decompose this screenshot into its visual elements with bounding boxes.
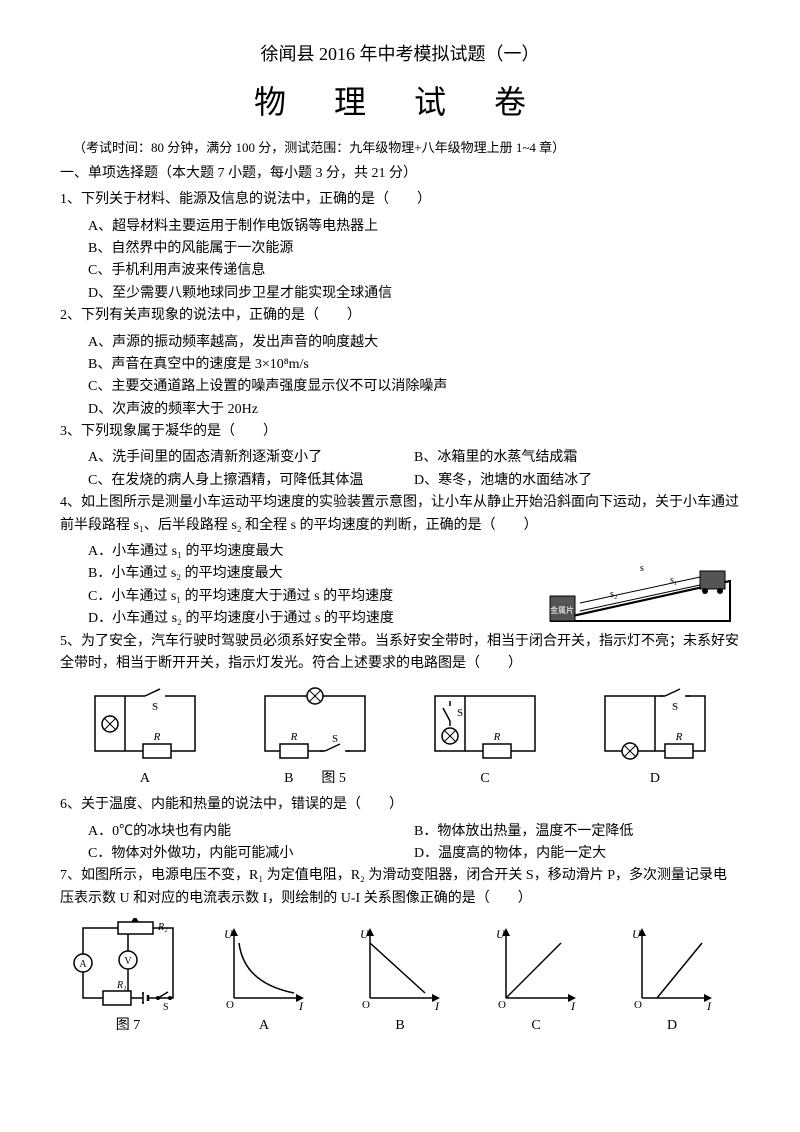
q2-opt-d: D、次声波的频率大于 20Hz bbox=[88, 399, 740, 421]
svg-text:R: R bbox=[675, 731, 683, 743]
svg-text:U: U bbox=[632, 928, 642, 941]
q2-opt-c: C、主要交通道路上设置的噪声强度显示仪不可以消除噪声 bbox=[88, 376, 740, 398]
svg-text:O: O bbox=[634, 999, 642, 1011]
q1-options: A、超导材料主要运用于制作电饭锅等电热器上 B、自然界中的风能属于一次能源 C、… bbox=[60, 216, 740, 306]
svg-text:O: O bbox=[362, 999, 370, 1011]
svg-text:s: s bbox=[640, 563, 644, 574]
q5-stem: 5、为了安全，汽车行驶时驾驶员必须系好安全带。当系好安全带时，相当于闭合开关，指… bbox=[60, 631, 740, 676]
q3-opt-a: A、洗手间里的固态清新剂逐渐变小了 bbox=[88, 447, 414, 469]
svg-text:U: U bbox=[360, 928, 370, 941]
q5-circuit-a: S R A bbox=[67, 686, 223, 790]
q1-opt-d: D、至少需要八颗地球同步卫星才能实现全球通信 bbox=[88, 283, 740, 305]
q4-figure: 金属片 s₂ s₁ s bbox=[540, 541, 740, 631]
q1-opt-b: B、自然界中的风能属于一次能源 bbox=[88, 238, 740, 260]
q7-graph-d: U I O D bbox=[607, 928, 736, 1037]
section1-header: 一、单项选择题（本大题 7 小题，每小题 3 分，共 21 分） bbox=[60, 163, 740, 185]
q4-fig-label: 金属片 bbox=[550, 605, 574, 615]
svg-text:S: S bbox=[672, 701, 678, 713]
exam-title-sub: 物 理 试 卷 bbox=[60, 77, 740, 128]
svg-text:R: R bbox=[290, 731, 298, 743]
q7-label-b: B bbox=[335, 1015, 464, 1037]
svg-text:O: O bbox=[226, 999, 234, 1011]
q7-fig-label: 图 7 bbox=[63, 1015, 192, 1037]
q4-options: A．小车通过 s₁ 的平均速度最大 B．小车通过 s₂ 的平均速度最大 C．小车… bbox=[60, 541, 540, 631]
svg-text:s₂: s₂ bbox=[610, 589, 617, 600]
q4-opt-b: B．小车通过 s₂ 的平均速度最大 bbox=[88, 563, 540, 585]
exam-info: （考试时间：80 分钟，满分 100 分，测试范围：九年级物理+八年级物理上册 … bbox=[60, 138, 740, 159]
q2-stem: 2、下列有关声现象的说法中，正确的是（ ） bbox=[60, 305, 740, 327]
svg-text:I: I bbox=[298, 999, 304, 1013]
q5-label-c: C bbox=[407, 768, 563, 790]
q4-opt-d: D．小车通过 s₂ 的平均速度小于通过 s 的平均速度 bbox=[88, 608, 540, 630]
q2-opt-a: A、声源的振动频率越高，发出声音的响度越大 bbox=[88, 332, 740, 354]
svg-text:U: U bbox=[224, 928, 234, 941]
q7-graph-c: U I O C bbox=[471, 928, 600, 1037]
q6-opt-c: C．物体对外做功，内能可能减小 bbox=[88, 843, 414, 865]
q7-label-d: D bbox=[607, 1015, 736, 1037]
q5-label-a: A bbox=[67, 768, 223, 790]
svg-text:R₂: R₂ bbox=[157, 922, 168, 933]
q5-circuit-c: S R C bbox=[407, 686, 563, 790]
q3-opt-c: C、在发烧的病人身上擦酒精，可降低其体温 bbox=[88, 470, 414, 492]
q4-stem: 4、如上图所示是测量小车运动平均速度的实验装置示意图，让小车从静止开始沿斜面向下… bbox=[60, 492, 740, 537]
q3-options: A、洗手间里的固态清新剂逐渐变小了 B、冰箱里的水蒸气结成霜 C、在发烧的病人身… bbox=[60, 447, 740, 492]
svg-text:S: S bbox=[152, 701, 158, 713]
q5-label-b: B bbox=[284, 771, 293, 786]
svg-text:S: S bbox=[457, 707, 463, 719]
q5-circuit-d: S R D bbox=[577, 686, 733, 790]
svg-text:R: R bbox=[153, 731, 161, 743]
q1-stem: 1、下列关于材料、能源及信息的说法中，正确的是（ ） bbox=[60, 189, 740, 211]
q3-stem: 3、下列现象属于凝华的是（ ） bbox=[60, 421, 740, 443]
svg-text:R₁: R₁ bbox=[116, 980, 127, 991]
svg-text:s₁: s₁ bbox=[670, 575, 677, 586]
q2-options: A、声源的振动频率越高，发出声音的响度越大 B、声音在真空中的速度是 3×10⁸… bbox=[60, 332, 740, 422]
q6-opt-b: B．物体放出热量，温度不一定降低 bbox=[414, 821, 740, 843]
q7-figures: P R₂ A V R₁ S 图 7 bbox=[60, 918, 740, 1037]
svg-text:I: I bbox=[434, 999, 440, 1013]
svg-text:I: I bbox=[706, 999, 712, 1013]
svg-text:S: S bbox=[163, 1002, 169, 1013]
q3-opt-b: B、冰箱里的水蒸气结成霜 bbox=[414, 447, 740, 469]
svg-text:O: O bbox=[498, 999, 506, 1011]
q4-opt-c: C．小车通过 s₁ 的平均速度大于通过 s 的平均速度 bbox=[88, 586, 540, 608]
svg-text:V: V bbox=[124, 956, 132, 967]
svg-text:P: P bbox=[123, 918, 129, 921]
q5-label-d: D bbox=[577, 768, 733, 790]
q7-label-a: A bbox=[199, 1015, 328, 1037]
svg-text:S: S bbox=[332, 733, 338, 745]
svg-text:R: R bbox=[493, 731, 501, 743]
svg-text:I: I bbox=[570, 999, 576, 1013]
q7-circuit: P R₂ A V R₁ S 图 7 bbox=[63, 918, 192, 1037]
svg-text:U: U bbox=[496, 928, 506, 941]
q7-graph-b: U I O B bbox=[335, 928, 464, 1037]
exam-title-main: 徐闻县 2016 年中考模拟试题（一） bbox=[60, 40, 740, 69]
q2-opt-b: B、声音在真空中的速度是 3×10⁸m/s bbox=[88, 354, 740, 376]
q1-opt-c: C、手机利用声波来传递信息 bbox=[88, 260, 740, 282]
q7-graph-a: U I O A bbox=[199, 928, 328, 1037]
q5-circuits: S R A R S B 图 5 bbox=[60, 686, 740, 790]
svg-text:A: A bbox=[79, 959, 87, 970]
q1-opt-a: A、超导材料主要运用于制作电饭锅等电热器上 bbox=[88, 216, 740, 238]
q6-options: A．0℃的冰块也有内能 B．物体放出热量，温度不一定降低 C．物体对外做功，内能… bbox=[60, 821, 740, 866]
q3-opt-d: D、寒冬，池塘的水面结冰了 bbox=[414, 470, 740, 492]
q6-opt-d: D．温度高的物体，内能一定大 bbox=[414, 843, 740, 865]
q7-stem: 7、如图所示，电源电压不变，R₁ 为定值电阻，R₂ 为滑动变阻器，闭合开关 S，… bbox=[60, 865, 740, 910]
q7-label-c: C bbox=[471, 1015, 600, 1037]
q4-opt-a: A．小车通过 s₁ 的平均速度最大 bbox=[88, 541, 540, 563]
q6-stem: 6、关于温度、内能和热量的说法中，错误的是（ ） bbox=[60, 794, 740, 816]
q6-opt-a: A．0℃的冰块也有内能 bbox=[88, 821, 414, 843]
q5-caption: 图 5 bbox=[321, 771, 346, 786]
q5-circuit-b: R S B 图 5 bbox=[237, 686, 393, 790]
